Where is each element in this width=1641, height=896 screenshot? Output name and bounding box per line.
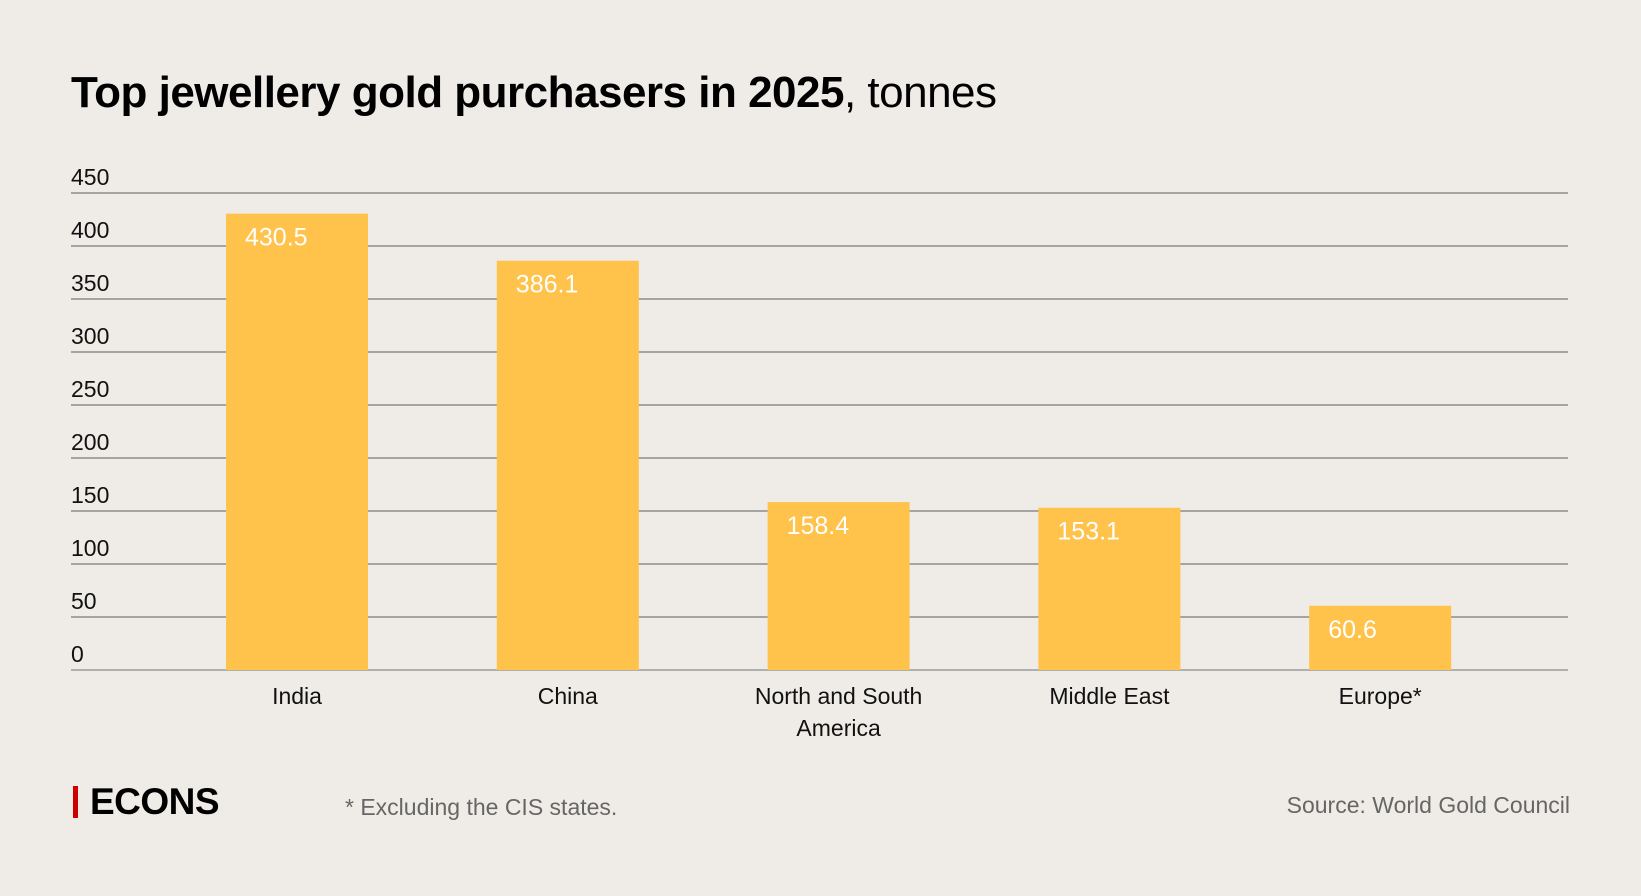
data-label: 158.4 (787, 512, 850, 540)
y-tick-label: 50 (71, 588, 97, 614)
data-label: 386.1 (516, 271, 579, 299)
logo-accent-bar (73, 786, 78, 818)
bar-north-and-south-america (767, 502, 910, 670)
y-tick-label: 150 (71, 482, 109, 508)
bar-middle-east (1038, 507, 1181, 670)
x-tick-label: China (538, 683, 598, 709)
y-tick-label: 450 (71, 164, 109, 190)
x-tick-label: America (796, 715, 881, 741)
source-note: Source: World Gold Council (1286, 792, 1570, 818)
econs-logo: ECONS (73, 781, 220, 822)
title-unit: , tonnes (843, 68, 997, 117)
bar-india (226, 213, 368, 671)
x-tick-label: Europe* (1339, 683, 1422, 709)
y-tick-label: 0 (71, 641, 84, 667)
bar-europe (1309, 605, 1452, 670)
y-tick-label: 200 (71, 429, 109, 455)
chart-title: Top jewellery gold purchasers in 2025, t… (71, 68, 997, 118)
x-tick-label: Middle East (1049, 683, 1170, 709)
x-tick-label: India (272, 683, 322, 709)
y-tick-label: 400 (71, 217, 109, 243)
data-label: 60.6 (1328, 616, 1377, 644)
data-label: 153.1 (1057, 518, 1120, 546)
data-label: 430.5 (245, 224, 308, 252)
y-tick-label: 250 (71, 376, 109, 402)
x-tick-label: North and South (755, 683, 923, 709)
footnote: * Excluding the CIS states. (345, 794, 618, 820)
y-tick-label: 350 (71, 270, 109, 296)
logo-text: ECONS (90, 781, 220, 822)
bar-china (496, 260, 639, 670)
y-tick-label: 300 (71, 323, 109, 349)
y-tick-label: 100 (71, 535, 109, 561)
title-main: Top jewellery gold purchasers in 2025 (71, 68, 844, 117)
